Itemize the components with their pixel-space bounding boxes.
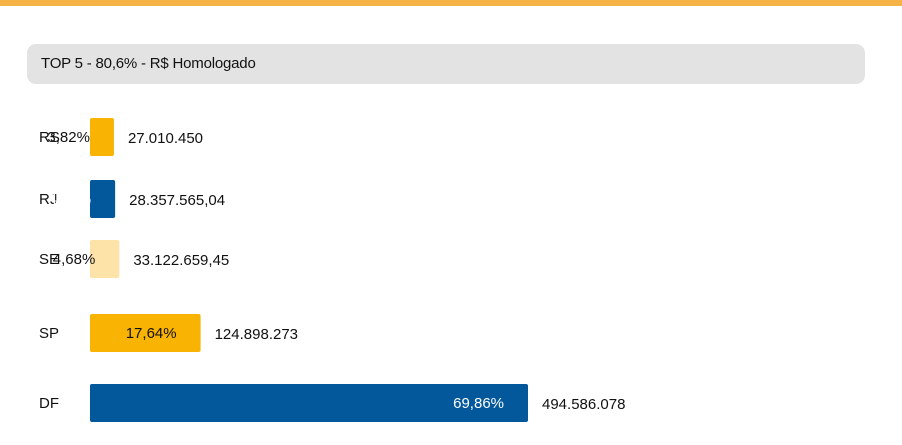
bar-rs xyxy=(90,118,114,156)
chart-title: TOP 5 - 80,6% - R$ Homologado xyxy=(41,55,256,72)
category-label-rs: RS xyxy=(39,129,60,146)
percent-label-sp: 17,64% xyxy=(126,325,177,342)
bar-df xyxy=(90,384,528,422)
amount-label-rs: 27.010.450 xyxy=(128,130,203,147)
bar-rj xyxy=(90,180,116,218)
amount-label-rj: 28.357.565,04 xyxy=(129,192,225,209)
percent-label-rs: 3,82% xyxy=(47,129,90,146)
amount-label-df: 494.586.078 xyxy=(542,396,625,413)
percent-label-df: 69,86% xyxy=(453,395,504,412)
amount-label-se: 33.122.659,45 xyxy=(133,252,229,269)
percent-label-rj: 4,01% xyxy=(49,191,92,208)
bar-sp xyxy=(90,314,201,352)
percent-label-se: 4,68% xyxy=(53,251,96,268)
category-label-df: DF xyxy=(39,395,59,412)
amount-label-sp: 124.898.273 xyxy=(215,326,298,343)
chart-header: TOP 5 - 80,6% - R$ Homologado xyxy=(27,44,865,84)
top-accent-border xyxy=(0,0,902,6)
category-label-sp: SP xyxy=(39,325,59,342)
bar-se xyxy=(90,240,120,278)
category-label-se: SE xyxy=(39,251,59,268)
category-label-rj: RJ xyxy=(39,191,57,208)
